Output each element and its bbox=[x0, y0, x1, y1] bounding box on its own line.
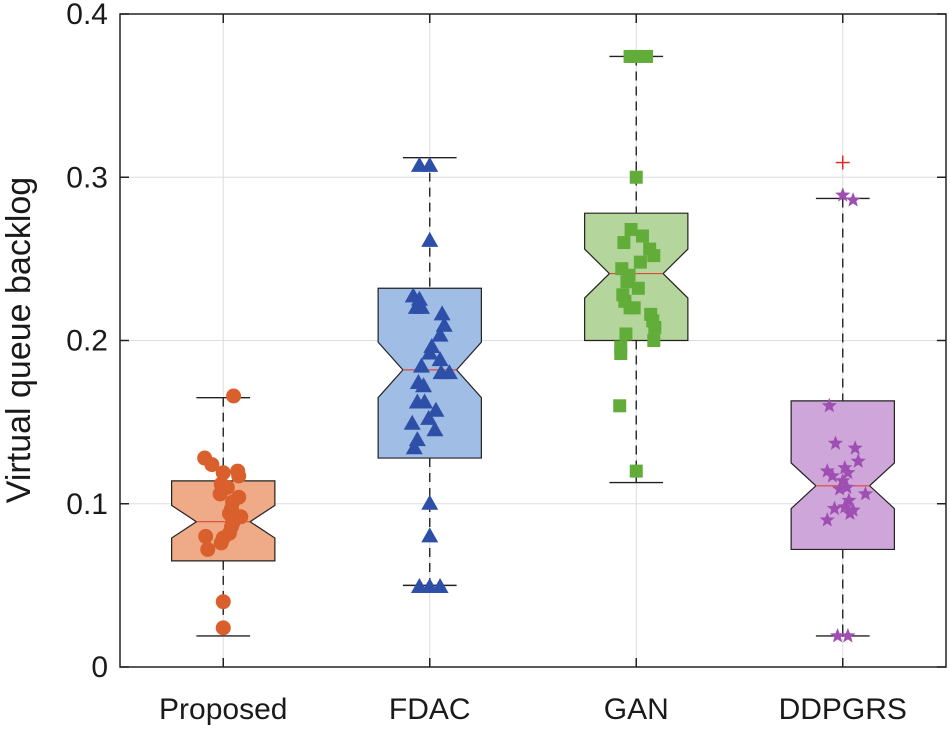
x-tick-label: DDPGRS bbox=[779, 693, 907, 726]
y-tick-label: 0.1 bbox=[66, 488, 108, 521]
scatter-points bbox=[197, 49, 874, 643]
data-point-triangle bbox=[403, 414, 421, 430]
y-tick-label: 0.2 bbox=[66, 325, 108, 358]
data-point-star bbox=[824, 468, 841, 483]
data-point-star bbox=[835, 472, 851, 488]
data-point-triangle bbox=[405, 439, 423, 455]
data-point-star bbox=[845, 502, 861, 517]
data-point-circle bbox=[198, 528, 214, 544]
data-point-triangle bbox=[412, 298, 430, 314]
data-point-square bbox=[620, 275, 634, 289]
data-point-triangle bbox=[433, 305, 451, 321]
data-point-star bbox=[837, 499, 853, 514]
data-point-square bbox=[614, 347, 628, 361]
data-point-square bbox=[640, 49, 654, 63]
data-point-circle bbox=[226, 388, 242, 404]
x-tick-label: GAN bbox=[604, 693, 669, 726]
data-point-triangle bbox=[431, 578, 449, 594]
data-point-square bbox=[635, 229, 649, 243]
data-point-square bbox=[624, 222, 638, 236]
data-point-square bbox=[619, 327, 633, 341]
data-point-triangle bbox=[421, 494, 439, 510]
data-point-star bbox=[819, 512, 835, 527]
box-group bbox=[171, 55, 895, 637]
data-point-star bbox=[832, 481, 848, 496]
data-point-triangle bbox=[415, 377, 433, 393]
box-proposed bbox=[171, 480, 276, 562]
data-point-star bbox=[821, 397, 837, 413]
data-point-triangle bbox=[421, 527, 439, 543]
data-point-triangle bbox=[427, 401, 445, 417]
data-point-square bbox=[648, 320, 662, 334]
data-point-star bbox=[847, 440, 863, 455]
x-tick-label: Proposed bbox=[159, 693, 287, 726]
data-point-square bbox=[629, 464, 643, 478]
data-point-star bbox=[857, 485, 874, 501]
data-point-square bbox=[627, 301, 641, 315]
data-point-circle bbox=[215, 620, 231, 636]
data-point-square bbox=[647, 249, 661, 263]
data-point-circle bbox=[231, 468, 247, 484]
data-point-star bbox=[840, 464, 856, 480]
data-point-triangle bbox=[431, 351, 449, 367]
y-axis-label: Virtual queue backlog bbox=[0, 177, 38, 503]
data-point-triangle bbox=[420, 409, 438, 425]
y-tick-label: 0.3 bbox=[66, 161, 108, 194]
data-point-circle bbox=[212, 486, 228, 502]
data-point-star bbox=[837, 459, 853, 475]
data-point-circle bbox=[200, 541, 216, 557]
x-axis: Proposed FDAC GAN DDPGRS bbox=[159, 14, 907, 726]
data-point-triangle bbox=[412, 357, 430, 373]
data-point-star bbox=[850, 453, 866, 468]
data-point-circle bbox=[204, 457, 220, 473]
data-point-star bbox=[827, 435, 844, 450]
box-fdac bbox=[377, 287, 482, 459]
data-point-circle bbox=[215, 465, 231, 481]
data-point-star bbox=[819, 463, 835, 478]
data-point-circle bbox=[215, 594, 231, 610]
data-point-star bbox=[841, 492, 857, 507]
data-point-triangle bbox=[416, 393, 434, 409]
data-point-square bbox=[647, 334, 661, 347]
grid-lines bbox=[120, 13, 946, 668]
y-tick-label: 0 bbox=[91, 651, 108, 684]
data-point-square bbox=[631, 281, 645, 295]
data-point-star bbox=[840, 627, 856, 643]
outlier-marker bbox=[835, 155, 850, 170]
data-point-triangle bbox=[431, 326, 449, 342]
box-gan bbox=[584, 212, 689, 342]
y-axis: 0 0.1 0.2 0.3 0.4 bbox=[66, 0, 946, 684]
data-point-triangle bbox=[421, 231, 439, 247]
data-point-star bbox=[826, 500, 843, 516]
data-point-triangle bbox=[421, 344, 439, 360]
data-point-square bbox=[633, 255, 647, 269]
data-point-star bbox=[835, 187, 851, 202]
data-point-triangle bbox=[426, 421, 444, 437]
data-point-square bbox=[617, 236, 631, 250]
x-tick-label: FDAC bbox=[389, 693, 471, 726]
data-point-star bbox=[845, 192, 861, 207]
data-point-triangle bbox=[421, 156, 439, 172]
data-point-square bbox=[613, 399, 627, 413]
data-point-square bbox=[627, 49, 641, 63]
data-point-triangle bbox=[440, 364, 458, 380]
y-tick-label: 0.4 bbox=[66, 0, 108, 31]
data-point-square bbox=[629, 170, 643, 184]
data-point-star bbox=[829, 627, 846, 643]
data-point-circle bbox=[213, 535, 229, 551]
